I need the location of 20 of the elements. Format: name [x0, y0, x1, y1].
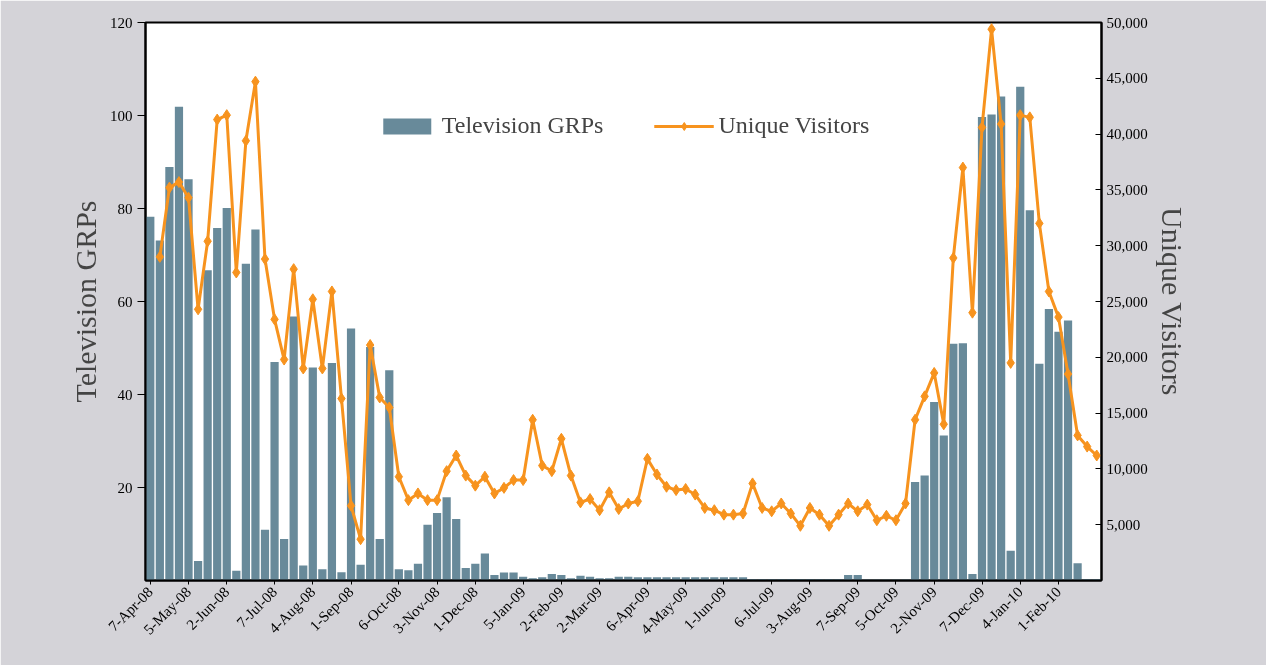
y2-tick-label: 5,000	[1106, 516, 1141, 533]
y-tick-label: 40	[117, 386, 133, 403]
y-tick-label: 120	[110, 14, 133, 31]
y2-tick-label: 20,000	[1106, 349, 1148, 366]
y2-tick-label: 35,000	[1106, 181, 1148, 198]
y2-tick-label: 50,000	[1106, 14, 1148, 31]
y2-tick-label: 45,000	[1106, 70, 1148, 87]
y-tick-label: 80	[117, 200, 133, 217]
legend-label: Television GRPs	[441, 112, 604, 139]
y2-tick-label: 30,000	[1106, 237, 1148, 254]
y-axis-title: Television GRPs	[69, 200, 102, 403]
y2-tick-label: 25,000	[1106, 293, 1148, 310]
y2-axis-title: Unique Visitors	[1155, 206, 1189, 396]
y2-tick-label: 15,000	[1106, 405, 1148, 422]
y-tick-label: 100	[110, 107, 133, 124]
y-tick-label: 20	[117, 479, 133, 496]
y2-tick-label: 10,000	[1106, 460, 1148, 477]
y2-tick-label: 40,000	[1106, 126, 1148, 143]
legend-label: Unique Visitors	[718, 112, 870, 139]
y-tick-label: 60	[117, 293, 133, 310]
